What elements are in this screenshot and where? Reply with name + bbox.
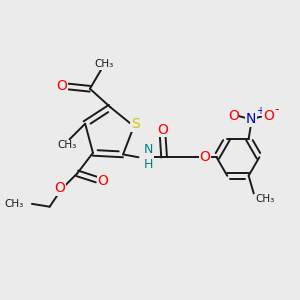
Text: O: O [228,109,239,123]
Text: O: O [200,150,211,164]
Text: N
H: N H [144,143,153,171]
Text: CH₃: CH₃ [58,140,77,150]
Text: CH₃: CH₃ [4,199,23,209]
Text: O: O [56,79,68,93]
Text: O: O [98,174,108,188]
Text: CH₃: CH₃ [255,194,274,204]
Text: O: O [263,109,274,123]
Text: +: + [256,106,264,116]
Text: O: O [157,123,168,136]
Text: CH₃: CH₃ [94,59,113,69]
Text: O: O [55,182,66,196]
Text: S: S [131,117,140,131]
Text: N: N [246,112,256,126]
Text: -: - [275,103,279,116]
